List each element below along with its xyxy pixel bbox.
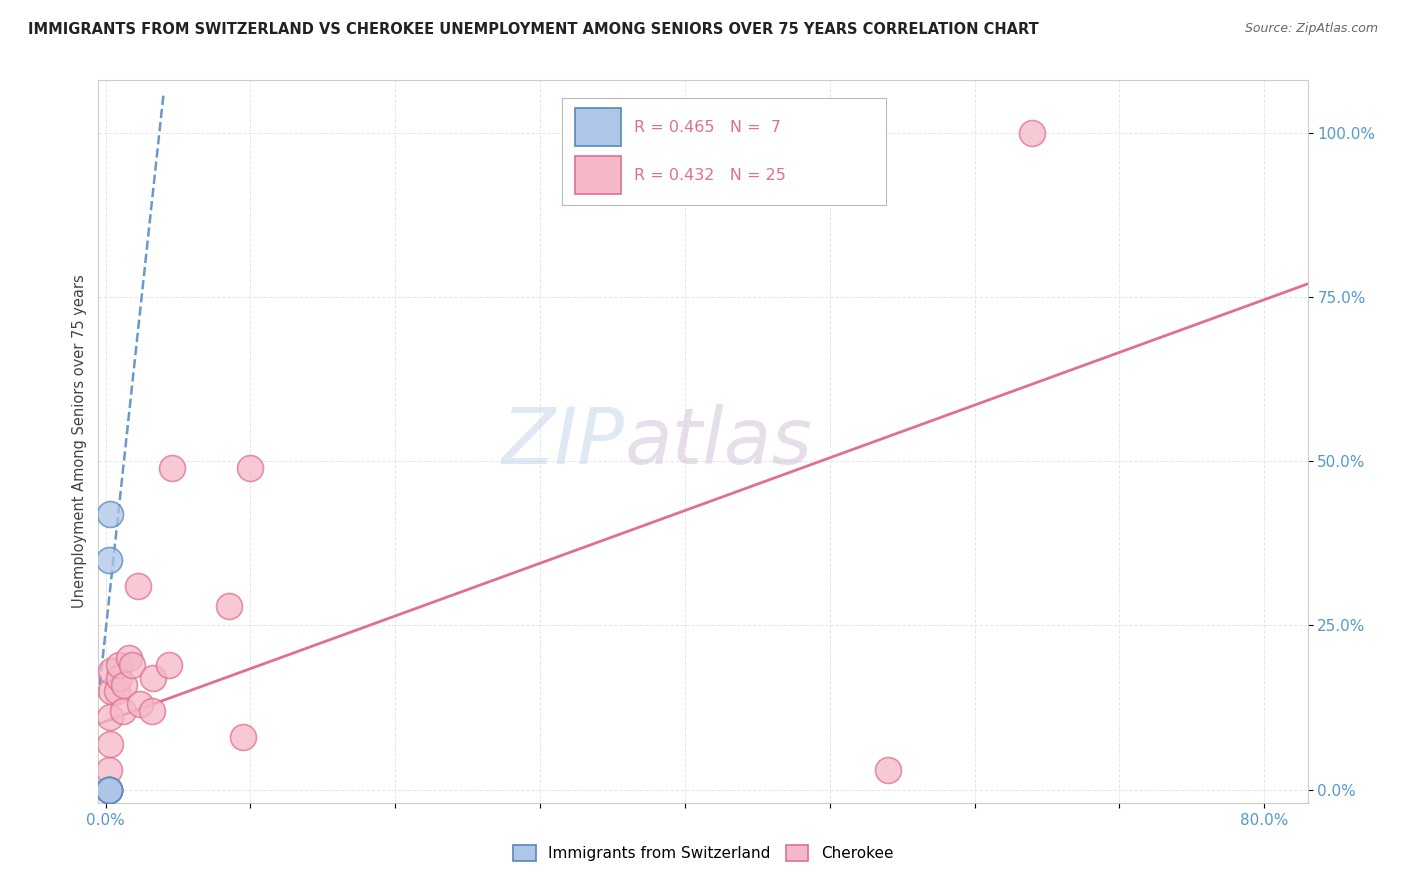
Point xyxy=(97,782,120,797)
Point xyxy=(100,684,122,698)
Point xyxy=(97,782,120,797)
Point xyxy=(127,579,149,593)
Point xyxy=(107,671,129,685)
Point xyxy=(98,507,121,521)
Point xyxy=(98,710,121,724)
Point xyxy=(239,460,262,475)
Text: R = 0.432   N = 25: R = 0.432 N = 25 xyxy=(634,168,786,183)
Point xyxy=(118,651,141,665)
Text: atlas: atlas xyxy=(624,403,813,480)
Point xyxy=(1021,126,1043,140)
Point xyxy=(97,782,120,797)
Point xyxy=(97,782,120,797)
Point xyxy=(112,704,135,718)
Point xyxy=(121,657,143,672)
Point xyxy=(100,665,122,679)
Point xyxy=(232,730,254,744)
Legend: Immigrants from Switzerland, Cherokee: Immigrants from Switzerland, Cherokee xyxy=(506,839,900,867)
Point xyxy=(141,704,163,718)
Point xyxy=(114,677,136,691)
Point xyxy=(97,782,120,797)
Text: Source: ZipAtlas.com: Source: ZipAtlas.com xyxy=(1244,22,1378,36)
Point xyxy=(157,657,180,672)
Bar xyxy=(575,156,620,194)
Bar xyxy=(575,108,620,146)
Point xyxy=(162,460,184,475)
Point xyxy=(97,763,120,777)
Point xyxy=(97,782,120,797)
Y-axis label: Unemployment Among Seniors over 75 years: Unemployment Among Seniors over 75 years xyxy=(72,275,87,608)
Text: ZIP: ZIP xyxy=(502,403,624,480)
Text: R = 0.465   N =  7: R = 0.465 N = 7 xyxy=(634,120,780,135)
Point xyxy=(105,684,128,698)
Point xyxy=(129,698,152,712)
Text: IMMIGRANTS FROM SWITZERLAND VS CHEROKEE UNEMPLOYMENT AMONG SENIORS OVER 75 YEARS: IMMIGRANTS FROM SWITZERLAND VS CHEROKEE … xyxy=(28,22,1039,37)
Point xyxy=(97,553,120,567)
Point xyxy=(142,671,165,685)
Point xyxy=(98,737,121,751)
Point xyxy=(97,782,120,797)
Point xyxy=(107,657,129,672)
Point xyxy=(218,599,240,613)
Point xyxy=(876,763,898,777)
